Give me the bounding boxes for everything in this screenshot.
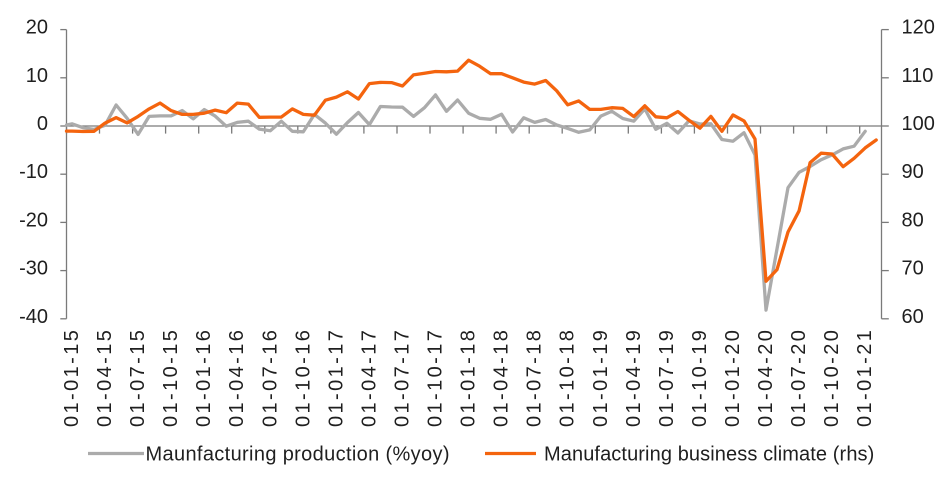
svg-text:110: 110 [902,65,934,87]
svg-text:01-01-17: 01-01-17 [325,328,347,427]
svg-text:-40: -40 [19,306,48,328]
svg-text:01-04-17: 01-04-17 [358,328,380,427]
svg-text:01-01-20: 01-01-20 [722,328,744,427]
svg-text:120: 120 [902,17,935,39]
svg-text:01-04-15: 01-04-15 [94,328,116,427]
svg-text:60: 60 [902,306,924,328]
svg-text:90: 90 [902,161,924,183]
svg-text:01-01-16: 01-01-16 [193,328,215,427]
svg-text:-30: -30 [19,258,48,280]
svg-text:01-10-16: 01-10-16 [292,328,314,427]
svg-text:01-07-18: 01-07-18 [524,328,546,427]
svg-text:70: 70 [902,258,924,280]
svg-text:10: 10 [26,65,48,87]
svg-text:01-10-19: 01-10-19 [689,328,711,427]
svg-text:01-04-18: 01-04-18 [491,328,513,427]
svg-text:01-10-17: 01-10-17 [425,328,447,427]
svg-text:-20: -20 [19,209,48,231]
svg-text:01-01-15: 01-01-15 [61,328,83,427]
svg-text:01-04-19: 01-04-19 [623,328,645,427]
svg-text:01-07-17: 01-07-17 [392,328,414,427]
svg-text:20: 20 [26,17,48,39]
svg-text:01-10-18: 01-10-18 [557,328,579,427]
svg-text:01-10-15: 01-10-15 [160,328,182,427]
svg-text:01-07-16: 01-07-16 [259,328,281,427]
svg-text:Manufacturing business climate: Manufacturing business climate (rhs) [544,444,874,466]
svg-text:01-10-20: 01-10-20 [821,328,843,427]
svg-text:80: 80 [902,209,924,231]
svg-text:01-07-19: 01-07-19 [656,328,678,427]
svg-text:Maunfacturing production (%yoy: Maunfacturing production (%yoy) [146,444,450,466]
svg-text:01-07-15: 01-07-15 [127,328,149,427]
svg-text:01-07-20: 01-07-20 [788,328,810,427]
svg-text:-10: -10 [19,161,48,183]
svg-text:0: 0 [37,113,48,135]
svg-text:01-04-20: 01-04-20 [755,328,777,427]
svg-text:01-04-16: 01-04-16 [226,328,248,427]
svg-text:01-01-19: 01-01-19 [590,328,612,427]
svg-text:01-01-18: 01-01-18 [458,328,480,427]
svg-text:01-01-21: 01-01-21 [854,328,876,427]
svg-text:100: 100 [902,113,935,135]
